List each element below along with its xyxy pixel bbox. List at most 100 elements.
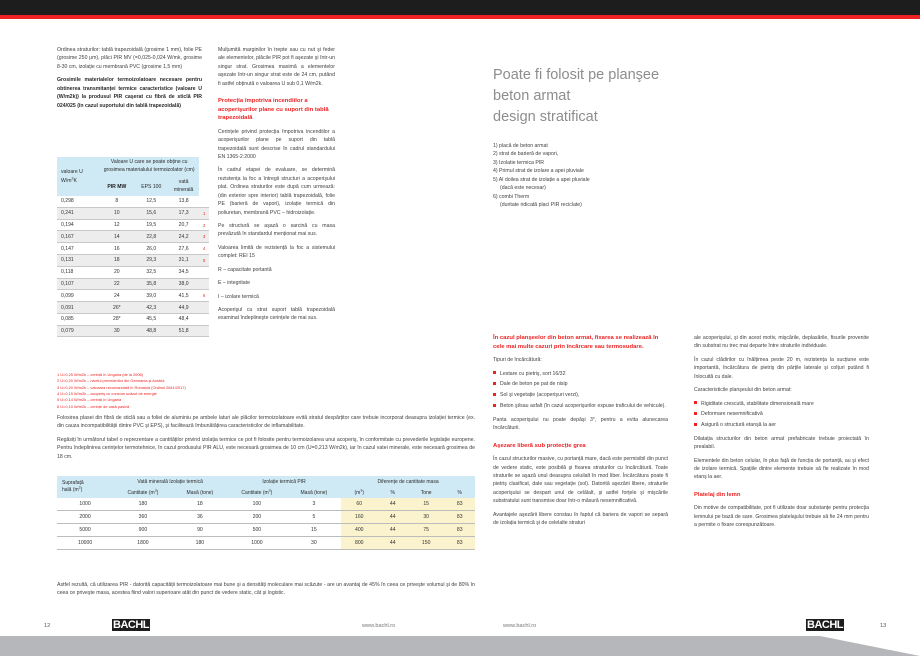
- t2-header-area: Suprafață hală (m2): [57, 476, 114, 499]
- legend-item: 2) strat de barieră de vapori,: [493, 151, 559, 158]
- left-page: Ordinea straturilor: tablă trapezoidală …: [0, 19, 475, 619]
- table-row: 0,091 26* 42,3 44,9: [57, 301, 209, 314]
- col2-para4: Pe structură se aşază o sarcină cu masa …: [218, 223, 335, 238]
- footnote: 5 U=0,14 W/m2k – cerință în Ungaria: [57, 397, 122, 403]
- footnote: 2 U=0,20 W/m2k – nivelul prevederilor di…: [57, 378, 165, 384]
- col2-list-i: I – izolare termică: [218, 293, 259, 300]
- table-row: 0,131 18 29,3 31,1 5: [57, 254, 209, 267]
- legend-item-sub: (duritate ridicată placi PIR reciclate): [500, 202, 582, 209]
- load-types-intro: Tipuri de încărcătură:: [493, 357, 542, 364]
- list-item: Rigiditate crescută, stabilitate dimensi…: [694, 400, 869, 408]
- right-col1-para1: În cazul structurilor masive, cu portanț…: [493, 456, 668, 505]
- table-row: 0,298 8 12,5 13,8: [57, 196, 209, 208]
- col2-para6: Acoperişul cu strat suport tablă trapezo…: [218, 306, 335, 322]
- wooden-deck-heading: Platelaj din lemn: [694, 491, 741, 498]
- brand-logo-right-text: BACHL: [807, 619, 844, 631]
- list-item: Deformare nesemnificativă: [694, 410, 869, 418]
- legend-item: 5) Al doilea strat de izolație a apei pl…: [493, 176, 590, 183]
- diagram-legend: 1) placă de beton armat 2) strat de bari…: [493, 142, 668, 210]
- t2-header-vata: Vată minerală Izolație termică: [113, 476, 228, 488]
- page-title-line1: Poate fi folosit pe planşee: [493, 67, 660, 83]
- col2-para1: Mulțumită marginilor în trepte sau cu nu…: [218, 47, 335, 87]
- mesh-paragraph: Folosirea plasei din fibră de sticlă sau…: [57, 415, 475, 430]
- footnote: 6 U=0,10 W/m2k – cerințe de casă pasivă: [57, 403, 130, 409]
- slab-characteristics-intro: Caracteristicile planşeului din beton ar…: [694, 387, 792, 394]
- footnote: 4 U=0,15 W/m2k – acoperiş cu consum scăz…: [57, 390, 157, 396]
- mesh-paragraph-block: Folosirea plasei din fibră de sticlă sau…: [57, 414, 475, 461]
- table-row: 10000 1800 180 1000 30 800 44 150 83: [57, 536, 475, 550]
- fire-protection-heading: Protecția împotriva incendiilor a acoper…: [218, 98, 329, 122]
- top-red-rule: [0, 15, 920, 19]
- table-row: 0,167 14 22,8 24,2 3: [57, 230, 209, 243]
- col2-list-e: E – integritate: [218, 280, 251, 287]
- table-row: 0,085 28* 45,5 48,4: [57, 313, 209, 326]
- list-item: Lestare cu pietriş, sort 16/32: [493, 370, 668, 378]
- col1-bold-heading: Grosimile materialelor termoizolatoare n…: [57, 77, 202, 109]
- top-dark-bar: [0, 0, 920, 15]
- slab-characteristics-list: Rigiditate crescută, stabilitate dimensi…: [694, 400, 869, 430]
- table1-footnotes: 1 U=0,25 W/m2k – cerință în Ungaria (de …: [57, 372, 237, 410]
- left-col2-text: Mulțumită marginilor în trepte sau cu nu…: [218, 46, 335, 323]
- table-row: 0,099 24 39,0 41,5 6: [57, 289, 209, 302]
- right-col1-text: În cazul planşeelor din beton armat, fix…: [493, 334, 668, 528]
- brand-logo-left: BACHL: [112, 619, 150, 631]
- list-item: Sol şi vegetație (acoperişuri verzi),: [493, 391, 668, 399]
- intro-paragraph: Ordinea straturilor: tablă trapezoidală …: [57, 47, 202, 70]
- t2-header-pir: Izolație termică PIR: [227, 476, 342, 488]
- t2-sub-6: Tone: [407, 487, 445, 499]
- t1-header-u: valoare U W/m2K: [57, 157, 100, 197]
- t2-sub-7: %: [444, 487, 475, 499]
- legend-item: 6) combi Therm: [493, 193, 530, 200]
- t1-sub-vata: vată minerală: [168, 177, 200, 197]
- right-page: Poate fi folosit pe planşee beton armat …: [460, 19, 920, 619]
- concrete-slab-heading: În cazul planşeelor din beton armat, fix…: [493, 335, 659, 350]
- right-col1-para2: Avantajele aşezării libere constau în fa…: [493, 511, 668, 527]
- page-number-left: 12: [44, 623, 51, 629]
- t2-sub-2: Cantitate (m3): [227, 487, 287, 499]
- col2-list-r: R – capacitate portantă: [218, 266, 272, 273]
- t1-sub-pir: PIR MW: [99, 177, 135, 197]
- t2-sub-4: (m3): [341, 487, 378, 499]
- website-right: www.bachl.ro: [503, 623, 537, 629]
- table-row: 0,241 10 15,6 17,3 1: [57, 207, 209, 220]
- conclusion-block: Astfel rezultă, că utilizarea PIR - dato…: [57, 581, 475, 598]
- table-row: 1000 180 18 100 3 60 44 15 83: [57, 498, 475, 511]
- right-col2-para2: În cazul clădirilor cu înălțimea peste 2…: [694, 356, 869, 380]
- right-col2-para1: ale acoperişului, şi din acest motiv, mi…: [694, 335, 869, 350]
- free-laying-heading: Aşezare liberă sub protecție grea: [493, 442, 586, 449]
- col2-para3: În cadrul etapei de evaluare, se determi…: [218, 167, 335, 216]
- table-row: 0,107 22 35,8 38,0: [57, 278, 209, 290]
- website-left: www.bachl.ro: [362, 623, 396, 629]
- footnote: 1 U=0,25 W/m2k – cerință în Ungaria (de …: [57, 372, 143, 377]
- t2-sub-0: Cantitate (m3): [113, 487, 173, 499]
- legend-item: 1) placă de beton armat: [493, 143, 548, 149]
- right-col2-text: ale acoperişului, şi din acest motiv, mi…: [694, 334, 869, 530]
- conclusion-paragraph: Astfel rezultă, că utilizarea PIR - dato…: [57, 582, 475, 597]
- list-item: Beton şi/sau asfalt (în cazul acoperişur…: [493, 402, 668, 410]
- list-item: Asigură o structură etanşă la aer: [694, 421, 869, 429]
- page-title-line2: beton armat: [493, 88, 571, 105]
- t1-body: 0,298 8 12,5 13,8 0,241 10 15,6 17,3 1 0,194 12 1…: [57, 196, 209, 337]
- t2-sub-1: Masă (tone): [172, 487, 228, 499]
- t1-sub-eps: EPS 100: [134, 177, 168, 197]
- legend-item: 3) Izolatie termica PIR: [493, 159, 545, 166]
- table-row: 0,147 16 26,0 27,6 4: [57, 242, 209, 255]
- page-title-line3: design stratificat: [493, 109, 598, 126]
- footnote: 3 U=0,20 W/m2k – valoarea recomandată în…: [57, 384, 186, 390]
- left-col1-text: Ordinea straturilor: tablă trapezoidală …: [57, 46, 202, 110]
- table-intro-paragraph: Regăsiți în următorul tabel o reprezenta…: [57, 436, 475, 460]
- page-title: Poate fi folosit pe planşee beton armat …: [493, 65, 703, 128]
- table-row: 2000 360 36 200 5 160 44 30 83: [57, 510, 475, 524]
- legend-item-sub: (dacă este necesar): [500, 185, 546, 192]
- page-number-right: 13: [880, 623, 887, 629]
- right-col2-para6: Din motive de compatibilitate, pot fi ut…: [694, 505, 869, 529]
- table-row: 5000 900 90 500 15 400 44 75 83: [57, 523, 475, 537]
- page-spread: Ordinea straturilor: tablă trapezoidală …: [0, 19, 920, 619]
- table-row: 0,194 12 19,5 20,7 2: [57, 219, 209, 231]
- right-col2-para4: Dilatația structurilor din beton armat p…: [694, 435, 869, 451]
- table-row: 0,118 20 32,5 34,5: [57, 266, 209, 279]
- t2-header-diff: Diferențe de cantitate masa: [341, 476, 475, 488]
- t2-body: 1000 180 18 100 3 60 44 15 83 2000 360 36 200 5 160 44…: [57, 498, 475, 550]
- page-footer: 12 BACHL www.bachl.ro www.bachl.ro BACHL…: [0, 619, 920, 656]
- legend-item: 4) Primul strat de izolare a apei pluvia…: [493, 168, 584, 175]
